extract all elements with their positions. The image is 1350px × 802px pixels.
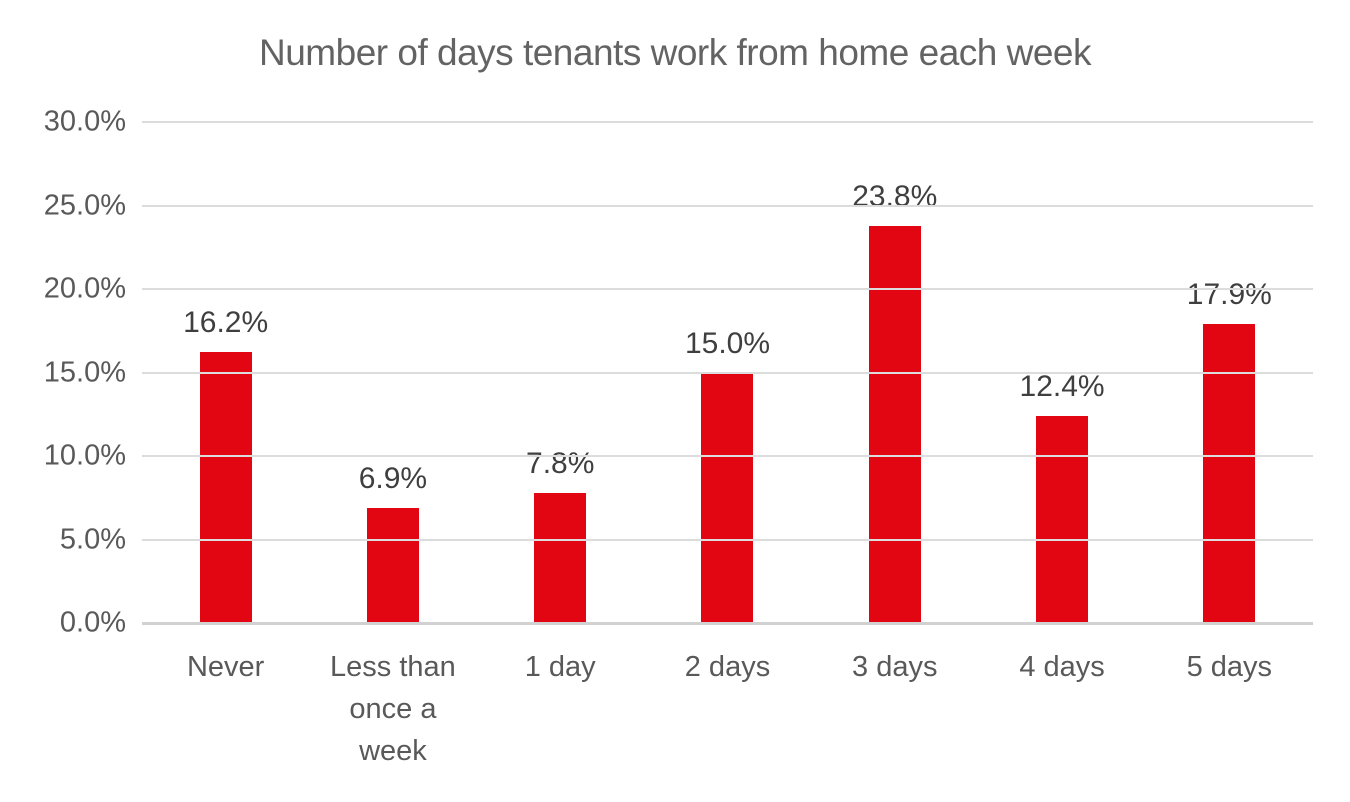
x-axis-tick-label: 1 day — [477, 646, 644, 772]
y-axis-tick-label: 10.0% — [43, 439, 126, 472]
bar-value-label: 12.4% — [1019, 369, 1105, 403]
x-axis-tick-label: 4 days — [978, 646, 1145, 772]
plot-area: 16.2% 6.9% 7.8% 15.0% 23.8% 12.4% 17.9% — [142, 121, 1313, 625]
bar-slot: 7.8% — [477, 122, 644, 623]
y-axis-tick-label: 20.0% — [43, 272, 126, 305]
bar-value-label: 17.9% — [1186, 278, 1272, 312]
x-axis-tick-label-text: 4 days — [1019, 651, 1105, 683]
bar-value-label: 7.8% — [526, 446, 595, 480]
bar-value-label: 6.9% — [358, 461, 428, 495]
x-axis-tick-label: 2 days — [644, 646, 811, 772]
gridline — [142, 288, 1313, 290]
bar — [701, 372, 754, 623]
bar — [534, 492, 587, 623]
bar — [868, 225, 921, 623]
y-axis-tick-label: 0.0% — [59, 606, 126, 639]
x-axis-tick-label: 5 days — [1146, 646, 1313, 772]
y-axis-tick-label: 15.0% — [43, 356, 126, 388]
bars-container: 16.2% 6.9% 7.8% 15.0% 23.8% 12.4% 17.9% — [142, 122, 1313, 623]
x-axis-tick-label: Less than once a week — [309, 646, 476, 772]
x-axis-tick-label: Never — [142, 646, 309, 772]
x-axis-tick-label: 3 days — [811, 646, 978, 772]
bar — [366, 507, 419, 623]
bar-slot: 15.0% — [644, 122, 811, 623]
bar — [199, 352, 252, 623]
y-axis-tick-label: 25.0% — [43, 189, 126, 221]
bar-value-label: 15.0% — [684, 326, 771, 360]
x-axis-tick-label-text: 1 day — [524, 651, 596, 683]
bar-value-label: 23.8% — [852, 179, 938, 213]
gridline — [142, 371, 1313, 374]
chart-title: Number of days tenants work from home ea… — [259, 32, 1092, 73]
x-axis-tick-label-text: 3 days — [852, 651, 938, 683]
gridline — [142, 121, 1313, 123]
bar — [1203, 324, 1256, 623]
bar — [1036, 415, 1089, 623]
bar-slot: 17.9% — [1146, 122, 1313, 623]
gridline — [142, 455, 1313, 457]
x-axis-tick-label-text: 5 days — [1186, 651, 1273, 683]
x-axis-line — [142, 622, 1313, 625]
y-axis-tick-label: 30.0% — [43, 105, 126, 138]
x-axis-tick-label-text: 2 days — [684, 651, 771, 683]
x-axis: Never Less than once a week 1 day 2 days 3 d… — [142, 646, 1313, 772]
bar-value-label: 16.2% — [183, 306, 269, 340]
gridline — [142, 204, 1313, 207]
bar-slot: 23.8% — [811, 122, 978, 623]
bar-slot: 6.9% — [309, 122, 476, 623]
y-axis: 0.0% 5.0% 10.0% 15.0% 20.0% 25.0% 30.0% — [0, 106, 126, 639]
gridline — [142, 538, 1313, 541]
bar-slot: 16.2% — [142, 122, 309, 623]
x-axis-tick-label-text: Never — [186, 651, 265, 683]
x-axis-tick-label-text: Less than once a week — [330, 651, 456, 767]
bar-slot: 12.4% — [978, 122, 1145, 623]
y-axis-tick-label: 5.0% — [59, 523, 126, 555]
